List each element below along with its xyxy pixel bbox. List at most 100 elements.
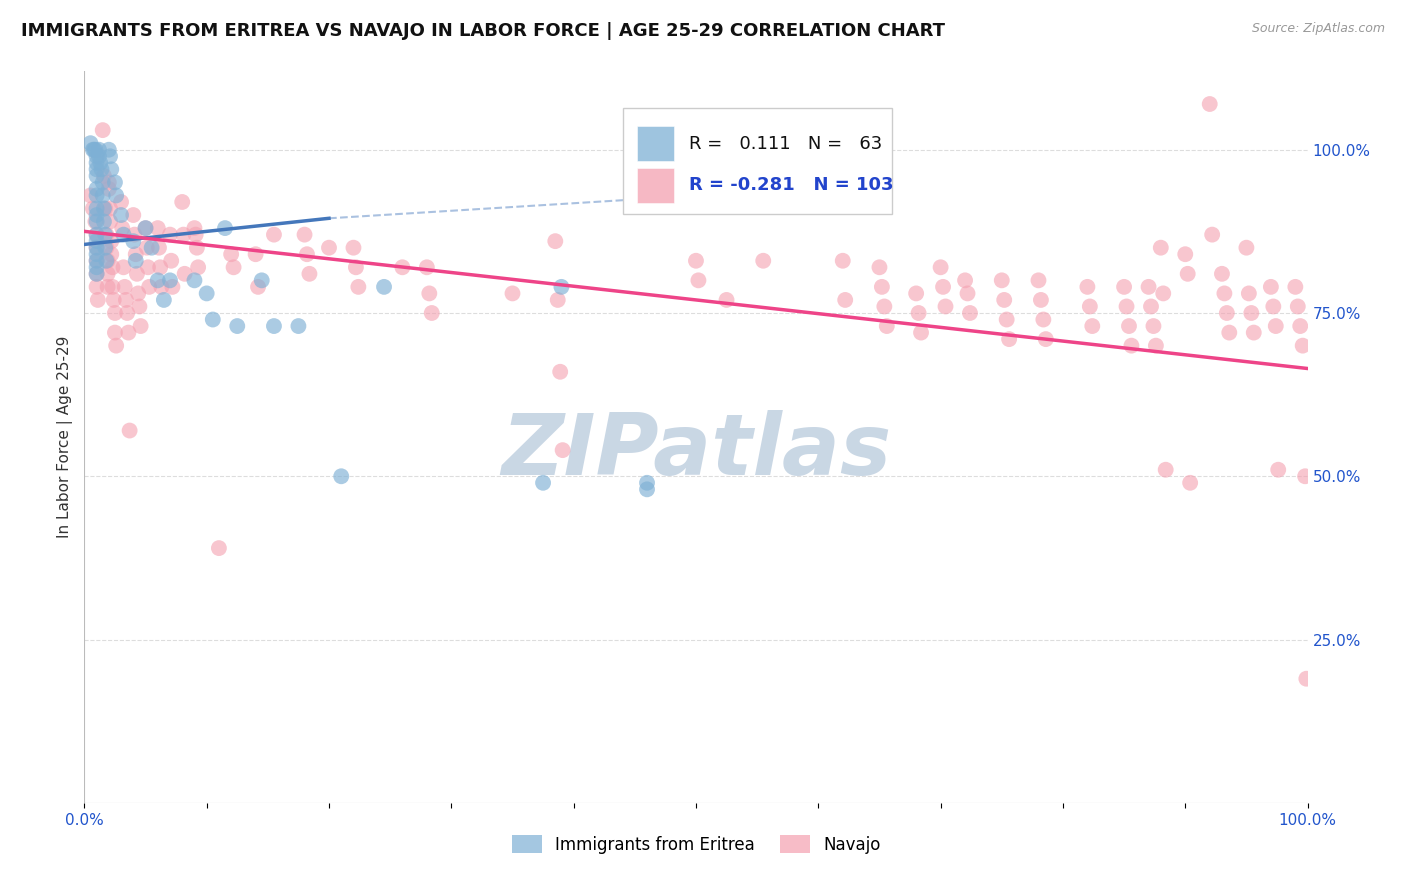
Point xyxy=(1115,300,1137,314)
Point xyxy=(100,247,122,261)
Point xyxy=(146,221,169,235)
Point xyxy=(876,319,898,334)
Point xyxy=(1243,326,1265,340)
Point xyxy=(94,202,117,216)
Point xyxy=(294,227,316,242)
Point xyxy=(993,293,1015,307)
Point xyxy=(1081,319,1104,334)
Point xyxy=(250,273,273,287)
Point xyxy=(1028,273,1050,287)
Point xyxy=(1174,247,1197,261)
Point xyxy=(93,169,115,183)
Point xyxy=(104,326,127,340)
Point xyxy=(910,326,932,340)
Point xyxy=(550,280,572,294)
Point xyxy=(1240,306,1263,320)
Point xyxy=(115,293,138,307)
Point xyxy=(548,365,571,379)
Point xyxy=(1198,97,1220,112)
Point xyxy=(391,260,413,275)
Point xyxy=(98,214,121,228)
Point xyxy=(124,227,146,242)
Point xyxy=(1114,280,1136,294)
Point xyxy=(831,253,853,268)
Point xyxy=(118,424,141,438)
Point xyxy=(117,326,139,340)
Point xyxy=(1294,469,1316,483)
Point xyxy=(128,300,150,314)
Point xyxy=(86,260,108,275)
Point xyxy=(1032,312,1054,326)
Point xyxy=(991,273,1014,287)
Point xyxy=(129,319,152,334)
Point xyxy=(959,306,981,320)
Point xyxy=(373,280,395,294)
Point xyxy=(86,253,108,268)
Point xyxy=(870,280,893,294)
Point xyxy=(547,293,569,307)
Point xyxy=(153,293,176,307)
Point xyxy=(91,123,114,137)
Point xyxy=(318,241,340,255)
Point xyxy=(146,273,169,287)
Point xyxy=(136,260,159,275)
Point xyxy=(135,221,157,235)
Point xyxy=(956,286,979,301)
Point xyxy=(214,221,236,235)
Point xyxy=(834,293,856,307)
Point xyxy=(86,208,108,222)
Point xyxy=(184,227,207,242)
Point xyxy=(96,227,118,242)
Point xyxy=(222,260,245,275)
Point xyxy=(1137,280,1160,294)
Point xyxy=(86,241,108,255)
Point xyxy=(295,247,318,261)
Point xyxy=(1152,286,1174,301)
Point xyxy=(298,267,321,281)
Point xyxy=(127,286,149,301)
Point xyxy=(87,149,110,163)
Point xyxy=(247,280,270,294)
Point xyxy=(1267,463,1289,477)
Point xyxy=(1286,300,1309,314)
Point xyxy=(159,227,181,242)
Point xyxy=(873,300,896,314)
Y-axis label: In Labor Force | Age 25-29: In Labor Force | Age 25-29 xyxy=(58,336,73,538)
Point xyxy=(87,293,110,307)
Point xyxy=(226,319,249,334)
Point xyxy=(1142,319,1164,334)
Point xyxy=(94,241,117,255)
Point xyxy=(98,202,121,216)
Point xyxy=(1295,672,1317,686)
Point xyxy=(100,234,122,248)
Point xyxy=(104,175,127,189)
Point xyxy=(1178,475,1201,490)
Point xyxy=(86,162,108,177)
Point xyxy=(1284,280,1306,294)
Text: Source: ZipAtlas.com: Source: ZipAtlas.com xyxy=(1251,22,1385,36)
Point xyxy=(208,541,231,555)
Point xyxy=(111,221,134,235)
Point xyxy=(125,247,148,261)
Point xyxy=(89,156,111,170)
Point xyxy=(149,260,172,275)
Point xyxy=(97,143,120,157)
Point xyxy=(122,208,145,222)
Text: IMMIGRANTS FROM ERITREA VS NAVAJO IN LABOR FORCE | AGE 25-29 CORRELATION CHART: IMMIGRANTS FROM ERITREA VS NAVAJO IN LAB… xyxy=(21,22,945,40)
Point xyxy=(135,241,157,255)
Point xyxy=(1201,227,1223,242)
Point xyxy=(347,280,370,294)
Point xyxy=(110,194,132,209)
Point xyxy=(100,162,122,177)
Point xyxy=(122,234,145,248)
Point xyxy=(1140,300,1163,314)
Point xyxy=(1154,463,1177,477)
Point xyxy=(1035,332,1057,346)
Point xyxy=(929,260,952,275)
Point xyxy=(82,202,104,216)
Point xyxy=(86,247,108,261)
Point xyxy=(148,241,170,255)
Point xyxy=(90,162,112,177)
Point xyxy=(101,260,124,275)
Point xyxy=(86,227,108,242)
